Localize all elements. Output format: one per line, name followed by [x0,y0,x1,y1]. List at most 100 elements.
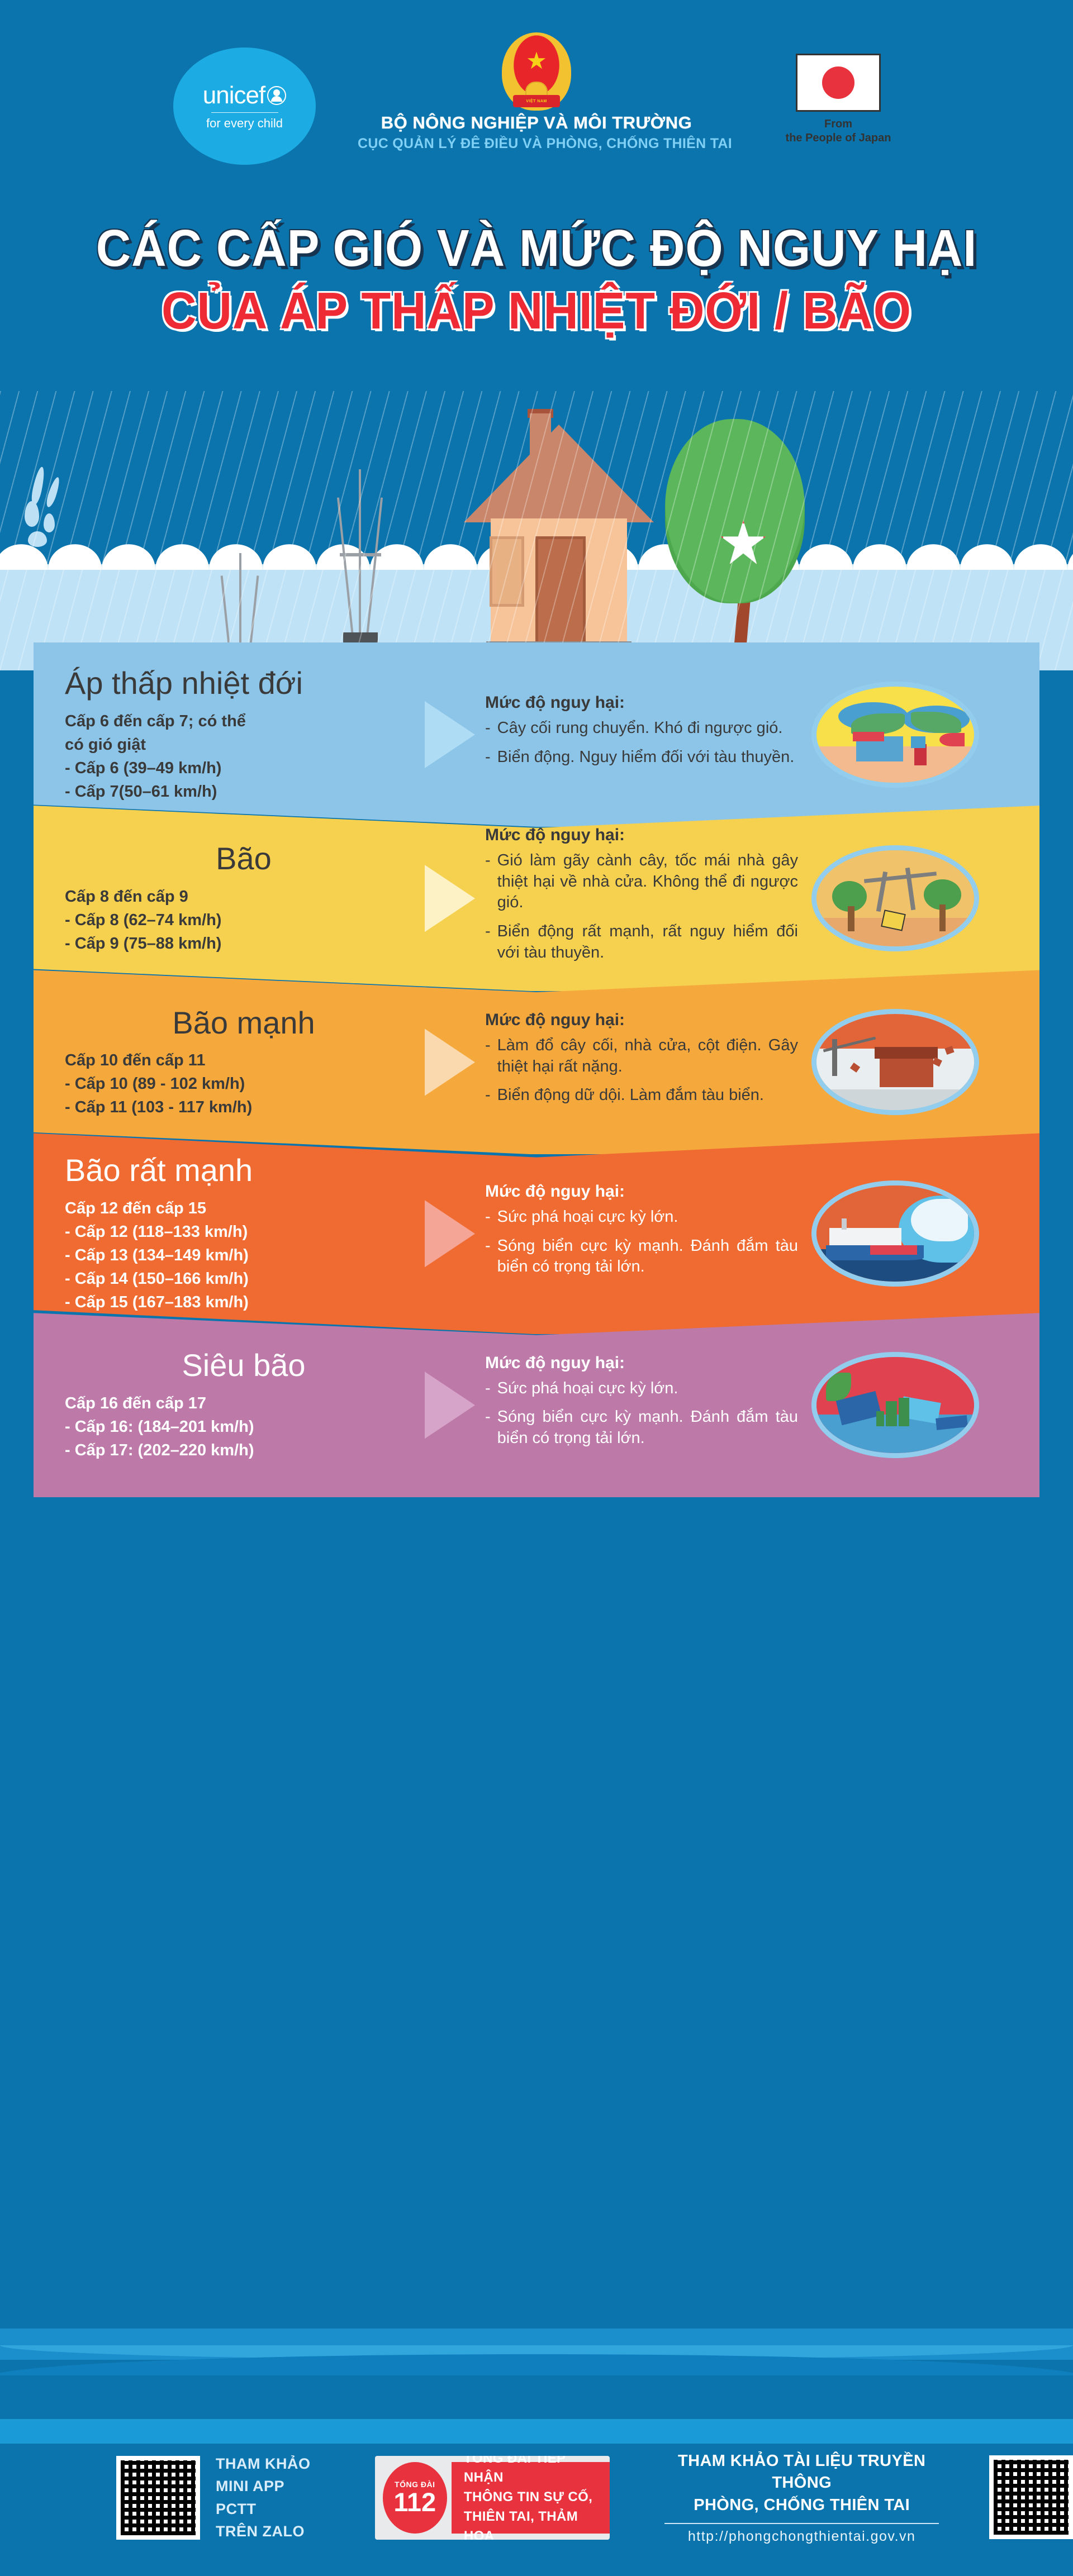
band-levels: Cấp 8 đến cấp 9 - Cấp 8 (62–74 km/h) - C… [65,885,422,955]
band-title: Bão mạnh [172,1004,315,1040]
docs-line1: THAM KHẢO TÀI LIỆU TRUYỀN THÔNG [677,2452,926,2492]
risk-item: - Sức phá hoại cực kỳ lớn. [485,1207,798,1228]
docs-block[interactable]: THAM KHẢO TÀI LIỆU TRUYỀN THÔNG PHÒNG, C… [664,2450,1073,2544]
bullet-dash: - [485,922,491,941]
unicef-globe-icon [267,86,287,105]
chevron-right-icon [425,701,475,768]
risk-text: Biển động dữ dội. Làm đắm tàu biển. [497,1086,764,1104]
hotline-number: 112 [393,2487,436,2517]
docs-url[interactable]: http://phongchongthientai.gov.vn [687,2528,916,2544]
qr-code-zalo[interactable] [116,2455,200,2540]
band-thumbnail-giant-wave-ship-icon [811,1180,979,1287]
bullet-dash: - [485,1207,491,1226]
band-bao[interactable]: Bão Cấp 8 đến cấp 9 - Cấp 8 (62–74 km/h)… [34,806,1039,992]
band-level-line: Cấp 10 đến cấp 11 [65,1051,206,1070]
zalo-label-line2: MINI APP PCTT [216,2478,284,2517]
japan-caption: From the People of Japan [771,117,905,145]
footer-bar: THAM KHẢO MINI APP PCTT TRÊN ZALO TỔNG Đ… [0,2419,1073,2576]
poster-title: CÁC CẤP GIÓ VÀ MỨC ĐỘ NGUY HẠI CỦA ÁP TH… [0,219,1073,340]
band-thumbnail-damaged-house-debris-icon [811,1009,979,1116]
band-bao-rat-manh[interactable]: Bão rất mạnh Cấp 12 đến cấp 15 - Cấp 12 … [34,1133,1039,1335]
band-title: Áp thấp nhiệt đới [65,665,303,701]
header-logo-row: unicef for every child ★ VIỆT NAM BỘ NÔN… [0,0,1073,201]
band-levels: Cấp 10 đến cấp 11 - Cấp 10 (89 - 102 km/… [65,1049,422,1119]
band-left-column: Bão mạnh Cấp 10 đến cấp 11 - Cấp 10 (89 … [65,1004,422,1120]
band-left-column: Bão Cấp 8 đến cấp 9 - Cấp 8 (62–74 km/h)… [65,841,422,955]
risk-list: - Sức phá hoại cực kỳ lớn. - Sóng biển c… [485,1378,798,1449]
unicef-wordmark: unicef [203,82,287,109]
ministry-name: BỘ NÔNG NGHIỆP VÀ MÔI TRƯỜNG [381,113,692,132]
band-title: Siêu bão [182,1347,306,1383]
risk-heading: Mức độ nguy hại: [485,1010,625,1029]
band-left-column: Bão rất mạnh Cấp 12 đến cấp 15 - Cấp 12 … [65,1153,422,1314]
risk-text: Cây cối rung chuyển. Khó đi ngược gió. [497,719,783,737]
japan-caption-line2: the People of Japan [785,132,891,144]
risk-item: - Gió làm gãy cành cây, tốc mái nhà gây … [485,850,798,913]
risk-text: Sóng biển cực kỳ mạnh. Đánh đắm tàu biển… [497,1236,798,1276]
band-right-column: Mức độ nguy hại: - Cây cối rung chuyển. … [485,693,798,775]
band-title: Bão [216,841,272,877]
risk-heading: Mức độ nguy hại: [485,1353,625,1372]
star-icon: ★ [526,47,547,74]
risk-text: Làm đổ cây cối, nhà cửa, cột điện. Gây t… [497,1036,798,1075]
risk-list: - Gió làm gãy cành cây, tốc mái nhà gây … [485,850,798,963]
bullet-dash: - [485,1236,491,1255]
chevron-right-icon [425,865,475,932]
divider [211,112,278,113]
band-thumbnail-destroyed-village-people-icon [811,1352,979,1459]
risk-item: - Biển động rất mạnh, rất nguy hiểm đối … [485,921,798,963]
zalo-block[interactable]: THAM KHẢO MINI APP PCTT TRÊN ZALO [116,2453,311,2543]
japan-donor-logo: From the People of Japan [771,54,905,145]
risk-text: Sức phá hoại cực kỳ lớn. [497,1207,678,1226]
divider [664,2522,939,2524]
band-right-column: Mức độ nguy hại: - Sức phá hoại cực kỳ l… [485,1354,798,1457]
risk-heading: Mức độ nguy hại: [485,826,625,844]
water-splash-icon [22,466,84,556]
bullet-dash: - [485,1036,491,1054]
risk-list: - Làm đổ cây cối, nhà cửa, cột điện. Gây… [485,1035,798,1106]
bullet-dash: - [485,1408,491,1426]
risk-heading: Mức độ nguy hại: [485,693,625,712]
band-ap-thap-nhiet-doi[interactable]: Áp thấp nhiệt đới Cấp 6 đến cấp 7; có th… [34,642,1039,827]
zalo-label-line3: TRÊN ZALO [216,2523,305,2540]
band-left-column: Siêu bão Cấp 16 đến cấp 17 - Cấp 16: (18… [65,1348,422,1462]
japan-flag-icon [796,54,881,112]
roof [464,425,654,522]
band-right-column: Mức độ nguy hại: - Làm đổ cây cối, nhà c… [485,1011,798,1114]
docs-line2: PHÒNG, CHỐNG THIÊN TAI [694,2496,910,2514]
zalo-label: THAM KHẢO MINI APP PCTT TRÊN ZALO [216,2453,311,2543]
band-level-line: Cấp 6 đến cấp 7; có thể [65,712,246,730]
band-thumbnail-broken-power-lines-trees-icon [811,845,979,952]
band-right-column: Mức độ nguy hại: - Sức phá hoại cực kỳ l… [485,1182,798,1285]
band-level-line: - Cấp 15 (167–183 km/h) [65,1293,249,1312]
hotline-line1: TỔNG ĐÀI TIẾP NHẬN [463,2455,566,2485]
japan-caption-line1: From [824,118,852,130]
unicef-tagline: for every child [206,116,283,130]
docs-text: THAM KHẢO TÀI LIỆU TRUYỀN THÔNG PHÒNG, C… [664,2450,939,2544]
vietnam-national-emblem-icon: ★ VIỆT NAM [502,32,571,111]
bullet-dash: - [485,719,491,737]
hotline-small-label: TỔNG ĐÀI [395,2480,435,2489]
band-right-column: Mức độ nguy hại: - Gió làm gãy cành cây,… [485,826,798,971]
risk-text: Sóng biển cực kỳ mạnh. Đánh đắm tàu biển… [497,1408,798,1447]
qr-code-website[interactable] [989,2455,1073,2540]
hotline-text: TỔNG ĐÀI TIẾP NHẬN THÔNG TIN SỰ CỐ, THIÊ… [451,2456,610,2540]
hotline-banner[interactable]: TỔNG ĐÀI 112 TỔNG ĐÀI TIẾP NHẬN THÔNG TI… [374,2455,610,2540]
band-sieu-bao[interactable]: Siêu bão Cấp 16 đến cấp 17 - Cấp 16: (18… [34,1313,1039,1498]
risk-text: Gió làm gãy cành cây, tốc mái nhà gây th… [497,851,798,912]
storm-scene-illustration [0,391,1073,670]
band-level-line: - Cấp 6 (39–49 km/h) [65,759,222,777]
risk-text: Sức phá hoại cực kỳ lớn. [497,1379,678,1397]
band-level-line: - Cấp 16: (184–201 km/h) [65,1418,254,1436]
bullet-dash: - [485,748,491,766]
band-bao-manh[interactable]: Bão mạnh Cấp 10 đến cấp 11 - Cấp 10 (89 … [34,970,1039,1155]
risk-item: - Sóng biển cực kỳ mạnh. Đánh đắm tàu bi… [485,1407,798,1449]
band-level-line: - Cấp 11 (103 - 117 km/h) [65,1098,253,1117]
unicef-logo: unicef for every child [173,47,316,165]
band-level-line: - Cấp 13 (134–149 km/h) [65,1246,249,1265]
risk-list: - Sức phá hoại cực kỳ lớn. - Sóng biển c… [485,1207,798,1278]
tree-icon [665,419,805,603]
door [535,536,586,649]
band-level-line: - Cấp 8 (62–74 km/h) [65,911,222,929]
